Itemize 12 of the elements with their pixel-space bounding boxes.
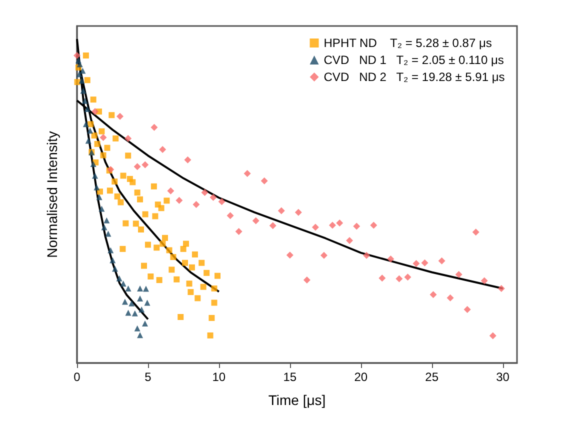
x-tick-label: 30 <box>496 370 510 384</box>
x-tick-label: 20 <box>354 370 368 384</box>
legend-label: CVD ND 1 T₂ = 2.05 ± 0.110 μs <box>324 53 504 67</box>
x-tick-label: 15 <box>283 370 297 384</box>
x-tick-label: 5 <box>144 370 152 384</box>
x-tick-label: 0 <box>74 370 81 384</box>
legend-label: HPHT ND T₂ = 5.28 ± 0.87 μs <box>324 36 492 50</box>
y-axis-title: Normalised Intensity <box>44 131 60 258</box>
legend-label: CVD ND 2 T₂ = 19.28 ± 5.91 μs <box>324 70 505 84</box>
x-axis-title: Time [μs] <box>268 392 326 408</box>
x-tick-label: 25 <box>425 370 439 384</box>
x-tick-label: 10 <box>212 370 226 384</box>
